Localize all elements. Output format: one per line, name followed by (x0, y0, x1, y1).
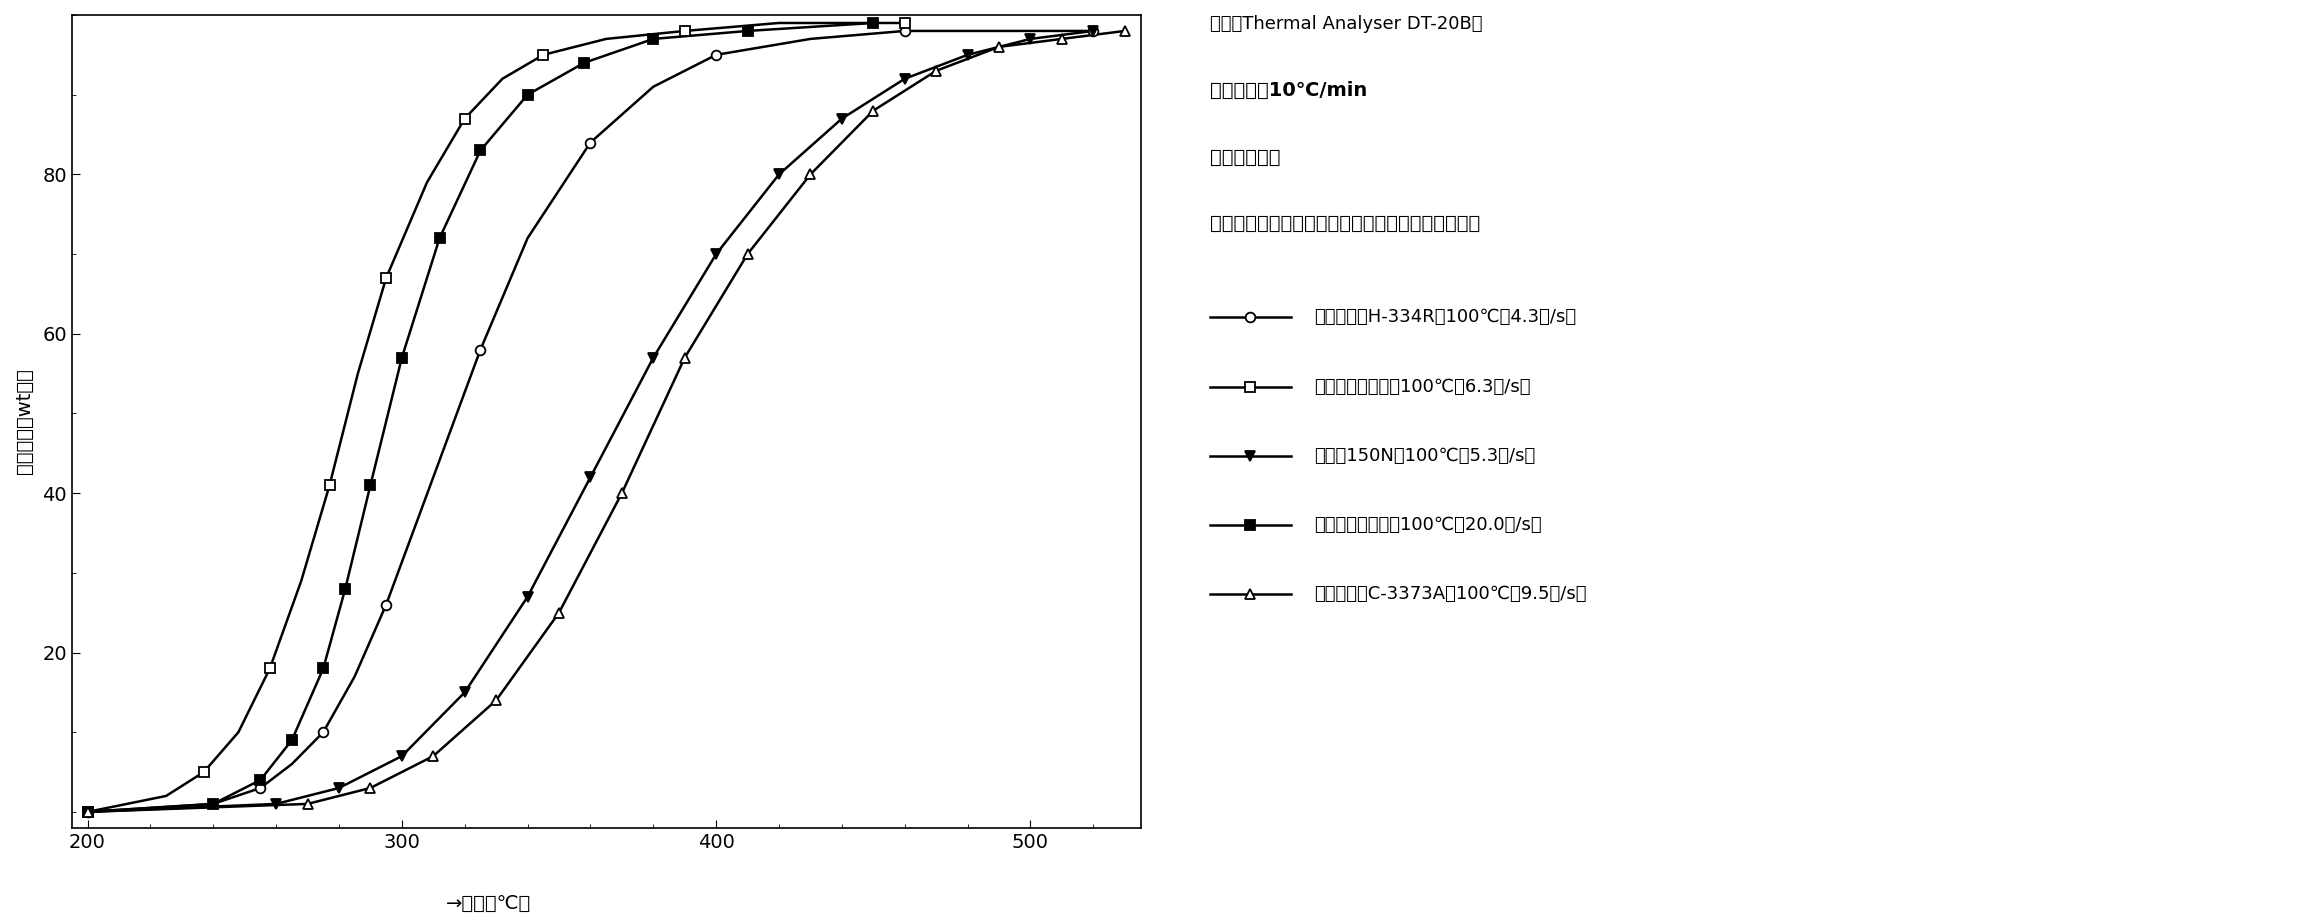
Text: 雰囲気　空気: 雰囲気 空気 (1211, 148, 1280, 167)
Text: （島津Thermal Analyser DT-20B）: （島津Thermal Analyser DT-20B） (1211, 15, 1481, 33)
Text: ユニスターC-3373A（100℃　9.5㎜/s）: ユニスターC-3373A（100℃ 9.5㎜/s） (1315, 585, 1585, 603)
Text: ユニスターH-334R（100℃　4.3㎜/s）: ユニスターH-334R（100℃ 4.3㎜/s） (1315, 309, 1576, 326)
Text: ユニスター：日本油脂㈱製　脂肪酸エステルの商標: ユニスター：日本油脂㈱製 脂肪酸エステルの商標 (1211, 214, 1479, 233)
Text: 昇温速度　10℃/min: 昇温速度 10℃/min (1211, 81, 1368, 100)
Text: →温度（℃）: →温度（℃） (446, 893, 532, 913)
Text: 合成炭化水素油（100℃　20.0㎜/s）: 合成炭化水素油（100℃ 20.0㎜/s） (1315, 516, 1541, 534)
Text: 鉱物油150N（100℃　5.3㎜/s）: 鉱物油150N（100℃ 5.3㎜/s） (1315, 447, 1535, 465)
Y-axis label: 蒸発減量（wt％）: 蒸発減量（wt％） (14, 369, 35, 474)
Text: 合成炭化水素油（100℃　6.3㎜/s）: 合成炭化水素油（100℃ 6.3㎜/s） (1315, 378, 1530, 396)
